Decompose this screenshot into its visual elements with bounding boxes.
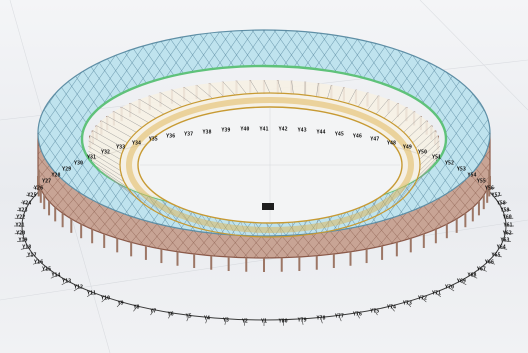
axis-gridline [390, 305, 395, 312]
inner-spoke [337, 87, 345, 101]
axis-gridline [50, 274, 58, 279]
inner-spoke [107, 115, 137, 133]
axis-gridline [406, 301, 412, 308]
inner-spoke [419, 140, 440, 160]
inner-spoke [357, 92, 368, 107]
axis-gridline [356, 312, 360, 319]
inner-spoke [96, 125, 128, 143]
axis-gridline [479, 268, 487, 272]
axis-gridline [499, 202, 508, 205]
inner-spoke [107, 175, 137, 198]
inner-spoke [408, 120, 427, 138]
inner-spoke [419, 150, 440, 171]
axis-gridline [320, 317, 323, 324]
inner-spoke [139, 99, 165, 115]
inner-spoke [291, 80, 294, 94]
axis-gridline [17, 210, 26, 212]
inner-spoke [92, 161, 125, 183]
axis-gridline [502, 210, 511, 212]
axis-gridline [101, 297, 108, 303]
equipment-block [262, 203, 274, 210]
axis-gridline [17, 240, 26, 242]
inner-spoke [249, 80, 259, 94]
inner-spoke [90, 156, 122, 177]
axis-gridline [20, 247, 29, 250]
inner-spoke [403, 115, 421, 133]
inner-spoke [160, 92, 182, 107]
axis-gridline [338, 315, 342, 322]
inner-spoke [96, 166, 128, 188]
inner-spoke [236, 80, 247, 95]
inner-spoke [417, 156, 439, 177]
inner-spoke [263, 79, 271, 94]
inner-truss-band-outer [119, 92, 421, 238]
inner-spoke [130, 188, 157, 212]
inner-spoke [88, 140, 121, 160]
axis-gridline [494, 194, 502, 198]
inner-spoke [415, 130, 436, 149]
inner-spoke [149, 95, 173, 111]
axis-gridline [502, 240, 511, 242]
inner-spoke [101, 120, 132, 138]
inner-spoke [397, 180, 415, 203]
inner-spoke [367, 95, 379, 111]
inner-spoke [375, 99, 389, 115]
axis-gridline [168, 312, 172, 319]
axis-gridline [447, 286, 455, 292]
axis-gridline [282, 319, 284, 326]
axis-gridline [301, 318, 304, 325]
axis-gridline [186, 315, 190, 322]
inner-spoke [417, 135, 439, 154]
inner-spoke [171, 89, 192, 104]
axis-gridline [20, 202, 29, 205]
axis-gridline [150, 309, 155, 316]
axis-gridline [224, 318, 227, 325]
inner-spoke [383, 102, 399, 119]
inner-spoke [130, 102, 157, 119]
axis-gridline [87, 292, 94, 297]
axis-gridline [434, 292, 441, 297]
axis-gridline [61, 280, 69, 286]
inner-spoke [183, 86, 203, 102]
axis-gridline [73, 286, 81, 292]
axis-gridline [26, 254, 34, 258]
inner-spoke [348, 89, 357, 104]
inner-spoke [196, 84, 213, 99]
inner-spoke [277, 80, 283, 94]
inner-spoke [209, 83, 224, 97]
axis-gridline [459, 280, 467, 286]
inner-spoke [327, 84, 332, 99]
axis-gridline [133, 305, 138, 312]
inner-spoke [397, 111, 415, 128]
axis-gridline [494, 254, 502, 258]
inner-spoke [92, 130, 125, 149]
axis-gridline [26, 194, 34, 198]
axis-gridline [205, 317, 208, 324]
axis-gridline [41, 268, 49, 272]
inner-spoke [222, 81, 236, 96]
axis-gridline [487, 261, 496, 265]
inner-spoke [316, 83, 319, 97]
axis-gridline [373, 309, 378, 316]
inner-spoke [412, 125, 432, 143]
inner-spoke [87, 145, 121, 166]
axis-gridline [420, 297, 427, 303]
inner-spoke [121, 106, 149, 123]
axis-gridline [116, 301, 122, 308]
inner-spoke [419, 145, 441, 166]
inner-spoke [88, 150, 121, 171]
axis-gridline [499, 247, 508, 250]
axis-gridline [244, 319, 246, 326]
inner-spoke [391, 107, 407, 123]
axis-gridline [32, 261, 41, 265]
inner-spoke [113, 111, 143, 128]
inner-spoke [101, 171, 132, 193]
inner-truss-band [126, 97, 414, 233]
inner-spoke [90, 135, 122, 154]
axis-gridline [470, 274, 478, 279]
